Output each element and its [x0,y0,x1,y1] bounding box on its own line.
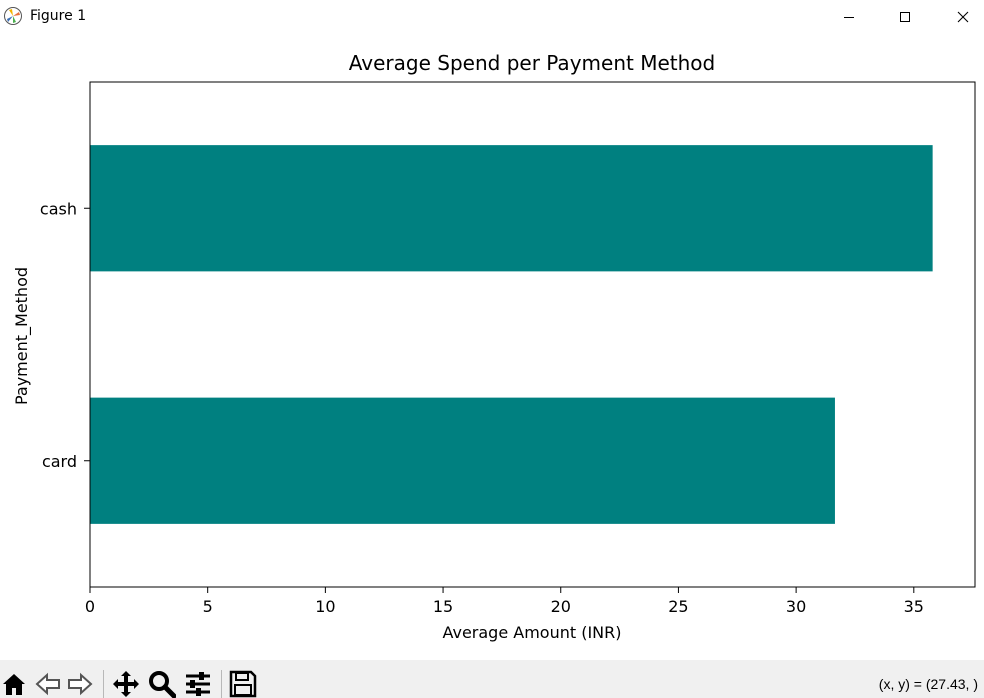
navigation-toolbar: (x, y) = (27.43, ) [0,660,984,698]
back-icon [35,672,60,696]
forward-button[interactable] [66,670,94,698]
bar-chart: Average Spend per Payment Method 0 5 10 15 2… [12,51,976,642]
chart-title: Average Spend per Payment Method [349,51,715,75]
home-icon [3,674,25,695]
minimize-icon [844,17,854,18]
forward-icon [68,672,93,696]
close-button[interactable] [940,0,984,34]
x-tick-label: 20 [551,597,571,616]
configure-subplots-button[interactable] [184,670,212,698]
matplotlib-icon [4,7,22,25]
zoom-button[interactable] [148,670,176,698]
x-tick-label: 0 [85,597,95,616]
minimize-button[interactable] [826,0,872,34]
back-button[interactable] [34,670,62,698]
bar-card [90,397,835,524]
home-button[interactable] [0,670,28,698]
figure-canvas[interactable]: Average Spend per Payment Method 0 5 10 15 2… [0,34,984,660]
configure-subplots-icon [186,672,210,696]
x-tick-label: 15 [433,597,453,616]
pan-icon [113,671,139,697]
plot-area-frame [89,81,976,588]
y-axis-label: Payment_Method [12,267,32,405]
toolbar-separator [221,670,222,698]
x-tick-label: 5 [203,597,213,616]
window-titlebar: Figure 1 [0,0,984,34]
bar-cash [90,145,933,272]
y-tick-label: card [42,452,77,471]
x-tick-label: 25 [668,597,688,616]
cursor-coordinates: (x, y) = (27.43, ) [878,676,978,692]
toolbar-separator [103,670,104,698]
x-axis-label: Average Amount (INR) [442,623,621,642]
zoom-icon [149,671,176,698]
pan-button[interactable] [112,670,140,698]
maximize-icon [900,12,910,22]
maximize-button[interactable] [882,0,928,34]
x-tick-label: 35 [904,597,924,616]
save-icon [229,670,257,698]
x-tick-label: 10 [315,597,335,616]
window-title: Figure 1 [30,8,87,24]
save-button[interactable] [229,670,257,698]
y-tick-label: cash [40,199,77,218]
close-icon [957,11,969,23]
x-tick-label: 30 [786,597,806,616]
